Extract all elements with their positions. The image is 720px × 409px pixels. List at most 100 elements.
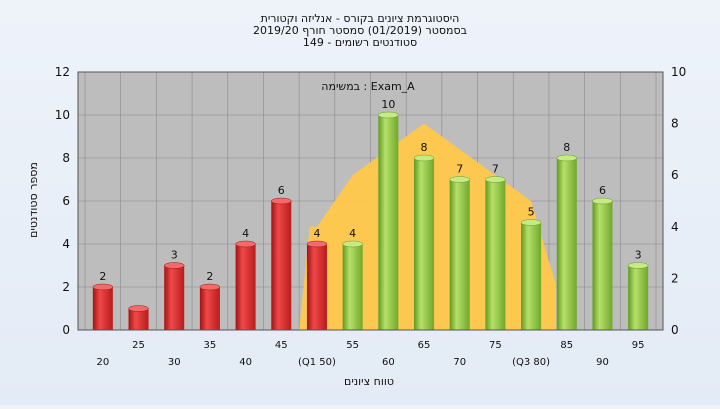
data-label: 6 <box>599 184 606 197</box>
bar-cap <box>92 283 114 291</box>
data-label: 3 <box>635 249 642 262</box>
data-label: 5 <box>528 206 535 219</box>
y-left-tick-label: 4 <box>62 237 70 251</box>
y-axis-right: 0 2 4 6 8 10 <box>671 65 686 337</box>
y-left-tick-label: 10 <box>55 108 70 122</box>
y-right-tick-label: 8 <box>671 117 679 131</box>
x-tick-label: 45 <box>275 340 288 351</box>
y-right-tick-label: 0 <box>671 323 679 337</box>
data-labels: 2 3 2 4 6 4 4 10 8 7 7 5 8 6 3 <box>99 98 641 283</box>
bar-cap <box>235 240 256 248</box>
x-tick-label: 60 <box>382 357 395 368</box>
x-tick-label: 35 <box>204 340 217 351</box>
bar-55 <box>342 240 363 330</box>
bar-body <box>521 222 542 330</box>
data-label: 8 <box>563 141 570 154</box>
bar-cap <box>378 111 399 119</box>
bar-50 <box>306 240 328 330</box>
bar-30 <box>163 262 185 330</box>
bar-body <box>592 201 613 330</box>
data-label: 6 <box>278 184 285 197</box>
bars <box>92 111 649 330</box>
chart-title-line: היסטוגרמת ציונים בקורס - אנליזה וקטורית <box>261 12 460 25</box>
bar-cap <box>520 219 542 226</box>
bar-body <box>235 244 256 330</box>
x-tick-label: (Q3 80) <box>512 357 550 368</box>
bar-80 <box>520 219 542 330</box>
bar-40 <box>235 240 256 330</box>
bar-body <box>164 265 185 330</box>
data-label: 2 <box>206 270 213 283</box>
bar-cap <box>627 262 649 269</box>
y-right-tick-label: 4 <box>671 220 679 234</box>
y-axis-label: מספר סטודנטים <box>27 162 40 238</box>
bar-cap <box>485 176 506 183</box>
bar-cap <box>592 197 613 205</box>
bar-body <box>414 158 435 330</box>
y-left-tick-label: 12 <box>55 65 70 79</box>
bar-body <box>92 287 113 330</box>
chart-annotation: במשימה : Exam_A <box>321 80 415 93</box>
data-label: 2 <box>99 270 106 283</box>
x-tick-label: 85 <box>560 340 573 351</box>
bar-70 <box>449 176 470 330</box>
bar-body <box>271 201 292 330</box>
bar-25 <box>128 305 149 330</box>
bar-75 <box>485 176 506 330</box>
bar-85 <box>556 154 578 330</box>
bar-cap <box>556 154 578 162</box>
y-left-tick-label: 6 <box>62 194 70 208</box>
bar-body <box>449 179 470 330</box>
x-axis-label: טווח ציונים <box>344 375 394 388</box>
data-label: 4 <box>349 227 356 240</box>
y-left-tick-label: 2 <box>62 280 70 294</box>
x-tick-label: 65 <box>418 340 431 351</box>
x-tick-label: 25 <box>132 340 145 351</box>
bar-95 <box>627 262 649 330</box>
x-tick-label: 20 <box>96 357 109 368</box>
bar-body <box>628 265 649 330</box>
data-label: 3 <box>171 249 178 262</box>
chart-title-line: בסמסטר (01/2019) סמסטר חורף 2019/20 <box>253 24 467 37</box>
data-label: 4 <box>313 227 320 240</box>
bar-20 <box>92 283 114 330</box>
bar-body <box>306 244 327 330</box>
data-label: 8 <box>421 141 428 154</box>
bar-body <box>378 115 399 330</box>
x-tick-label: 30 <box>168 357 181 368</box>
y-right-tick-label: 2 <box>671 271 679 285</box>
chart-title-line: סטודנטים רשומים - 149 <box>303 36 417 49</box>
bar-35 <box>199 283 221 330</box>
x-tick-label: 75 <box>489 340 502 351</box>
plot-frame <box>77 71 664 331</box>
chart-title: היסטוגרמת ציונים בקורס - אנליזה וקטוריתב… <box>253 12 467 49</box>
y-right-tick-label: 10 <box>671 65 686 79</box>
data-label: 4 <box>242 227 249 240</box>
x-tick-label: 70 <box>453 357 466 368</box>
x-tick-label: 95 <box>632 340 645 351</box>
x-tick-label: 90 <box>596 357 609 368</box>
bar-cap <box>271 197 292 205</box>
bar-body <box>128 308 149 330</box>
bar-cap <box>128 305 149 312</box>
bar-cap <box>449 176 470 183</box>
bar-90 <box>592 197 613 330</box>
bar-cap <box>199 283 221 291</box>
bar-body <box>342 244 363 330</box>
data-label: 7 <box>492 163 499 176</box>
data-label: 7 <box>456 163 463 176</box>
bar-45 <box>271 197 292 330</box>
data-label: 10 <box>381 98 395 111</box>
bar-cap <box>413 154 435 162</box>
bar-body <box>485 179 506 330</box>
bar-60 <box>378 111 399 330</box>
bar-body <box>556 158 577 330</box>
bar-body <box>199 287 220 330</box>
x-tick-label: 55 <box>346 340 359 351</box>
x-tick-label: (Q1 50) <box>298 357 336 368</box>
bar-cap <box>342 240 363 248</box>
y-left-tick-label: 0 <box>62 323 70 337</box>
y-axis-left: 0 2 4 6 8 10 12 <box>55 65 70 337</box>
